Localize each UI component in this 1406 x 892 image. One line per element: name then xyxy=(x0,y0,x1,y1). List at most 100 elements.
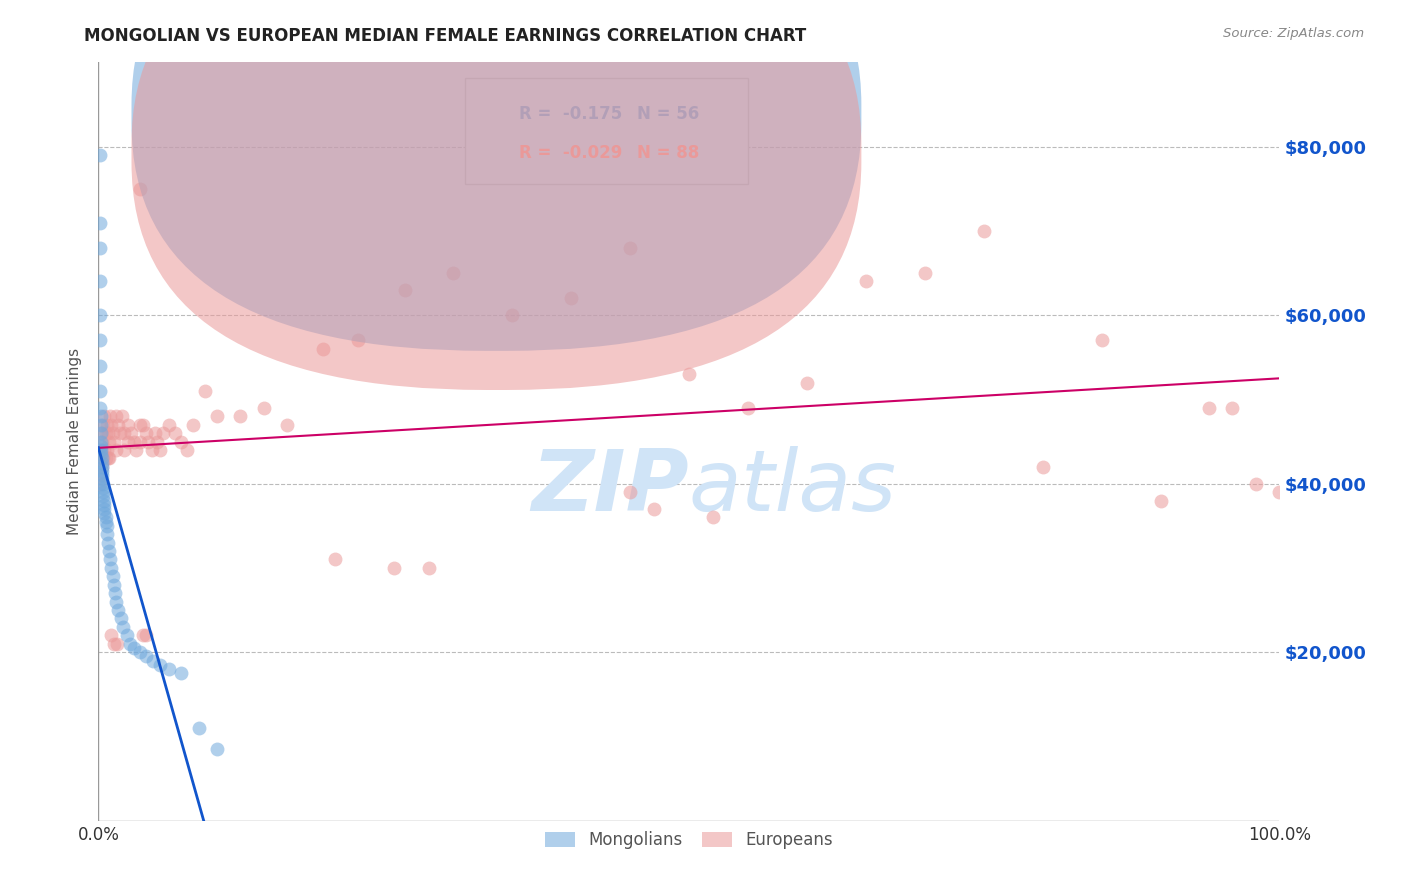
Point xyxy=(98,434,121,449)
Point xyxy=(103,434,125,449)
Point xyxy=(89,451,111,466)
Point xyxy=(94,515,117,529)
Point xyxy=(94,451,117,466)
Point xyxy=(91,451,114,466)
Point xyxy=(96,527,118,541)
Point xyxy=(187,721,209,735)
Point xyxy=(560,291,582,305)
Point xyxy=(205,409,228,424)
Point xyxy=(796,376,818,390)
Point xyxy=(146,434,169,449)
Point xyxy=(1268,485,1291,500)
Point xyxy=(737,401,759,415)
Point xyxy=(347,334,370,348)
Point xyxy=(89,384,111,398)
Point xyxy=(103,578,125,592)
Point xyxy=(93,442,115,457)
Point xyxy=(152,426,174,441)
Point xyxy=(100,628,122,642)
Point xyxy=(97,426,120,441)
Point xyxy=(120,637,142,651)
Point xyxy=(112,426,135,441)
Point xyxy=(117,417,139,432)
Point xyxy=(678,367,700,381)
Point xyxy=(93,506,115,520)
Point xyxy=(91,468,114,483)
Point xyxy=(253,401,276,415)
Point xyxy=(229,409,252,424)
Point xyxy=(105,442,128,457)
Point xyxy=(90,439,112,453)
Point xyxy=(97,535,120,549)
Point xyxy=(176,442,198,457)
Point xyxy=(90,451,112,466)
Point xyxy=(501,308,523,322)
Point xyxy=(135,628,157,642)
Point xyxy=(112,442,135,457)
Point xyxy=(93,493,115,508)
Point xyxy=(117,434,139,449)
Point xyxy=(105,637,128,651)
Point xyxy=(93,502,115,516)
Point xyxy=(108,426,131,441)
Point xyxy=(89,468,111,483)
Text: N = 88: N = 88 xyxy=(637,145,699,162)
Point xyxy=(91,456,114,470)
Point xyxy=(418,561,440,575)
Point xyxy=(1150,493,1173,508)
Point xyxy=(90,447,112,461)
Point xyxy=(94,510,117,524)
Point xyxy=(91,489,114,503)
Point xyxy=(104,586,127,600)
Point xyxy=(89,275,111,289)
Point xyxy=(128,182,150,196)
FancyBboxPatch shape xyxy=(132,0,862,390)
Point xyxy=(110,611,132,625)
Point xyxy=(93,409,115,424)
Point xyxy=(855,275,877,289)
Point xyxy=(1220,401,1243,415)
Point xyxy=(394,283,416,297)
Point xyxy=(135,426,157,441)
Point xyxy=(619,241,641,255)
Text: atlas: atlas xyxy=(689,445,897,529)
Point xyxy=(312,342,335,356)
Point xyxy=(100,561,122,575)
Point xyxy=(90,442,112,457)
Point xyxy=(111,409,134,424)
Point xyxy=(91,451,114,466)
Point xyxy=(91,459,114,474)
Point xyxy=(98,409,121,424)
Point xyxy=(181,417,204,432)
Point xyxy=(441,266,464,280)
Point xyxy=(89,476,111,491)
Point xyxy=(89,148,111,162)
Point xyxy=(132,628,155,642)
Point xyxy=(90,442,112,457)
Point xyxy=(105,409,128,424)
Point xyxy=(105,594,128,608)
Point xyxy=(125,442,148,457)
Point xyxy=(170,666,193,681)
Point xyxy=(121,426,143,441)
Point xyxy=(1091,334,1114,348)
Point xyxy=(89,241,111,255)
Point xyxy=(91,464,114,478)
Point xyxy=(165,426,187,441)
Point xyxy=(107,603,129,617)
Point xyxy=(101,569,124,583)
Text: N = 56: N = 56 xyxy=(637,105,699,123)
Point xyxy=(97,451,120,466)
Point xyxy=(90,417,112,432)
FancyBboxPatch shape xyxy=(464,78,748,184)
Point xyxy=(157,417,180,432)
Point xyxy=(103,637,125,651)
Point xyxy=(643,502,665,516)
Point xyxy=(112,620,135,634)
Point xyxy=(128,645,150,659)
Point xyxy=(91,481,114,495)
Text: MONGOLIAN VS EUROPEAN MEDIAN FEMALE EARNINGS CORRELATION CHART: MONGOLIAN VS EUROPEAN MEDIAN FEMALE EARN… xyxy=(84,27,807,45)
Point xyxy=(96,417,118,432)
Point xyxy=(142,654,165,668)
Point xyxy=(90,409,112,424)
